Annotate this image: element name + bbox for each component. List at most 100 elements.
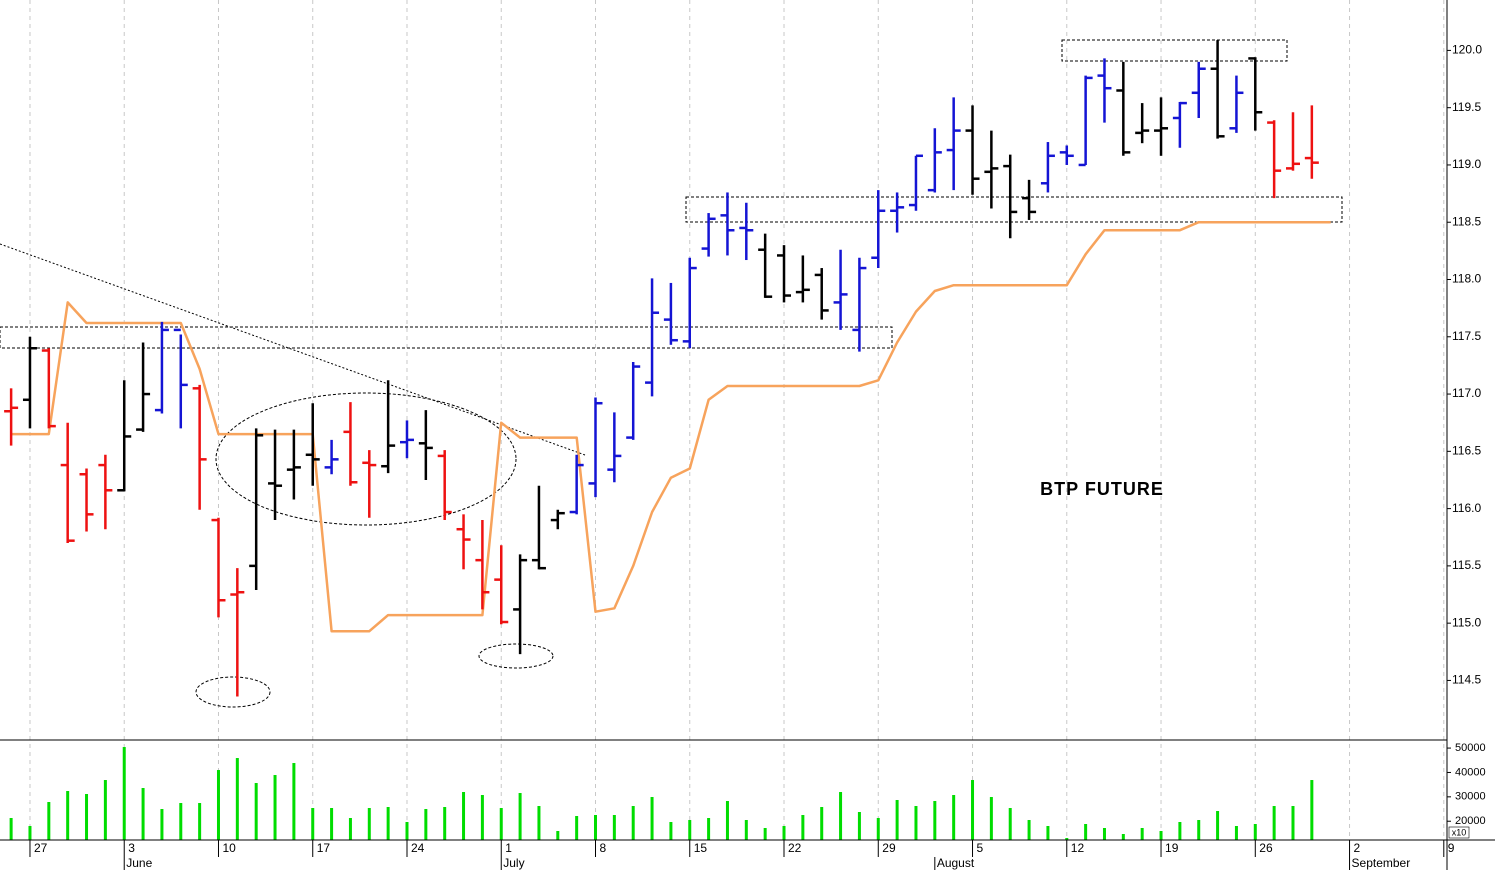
volume-bar: [763, 828, 767, 840]
volume-bar: [47, 802, 51, 840]
x-tick-label: 9: [1448, 841, 1455, 855]
annotations: [0, 39, 1343, 708]
volume-bar: [66, 791, 70, 840]
volume-bar: [1121, 834, 1125, 840]
volume-bar: [443, 807, 447, 840]
volume-bar: [1140, 828, 1144, 840]
month-label: June: [126, 856, 152, 870]
volume-bar: [1008, 808, 1012, 840]
x-tick-label: 12: [1071, 841, 1085, 855]
volume-bar: [952, 795, 956, 840]
volume-bar: [537, 806, 541, 840]
volume-bar: [141, 788, 145, 840]
volume-bar: [1046, 826, 1050, 840]
x-tick-label: 1: [505, 841, 512, 855]
volume-bar: [707, 818, 711, 840]
volume-bar: [1159, 831, 1163, 840]
x-tick-label: 24: [411, 841, 425, 855]
volume-bar: [254, 783, 258, 840]
month-label: September: [1352, 856, 1411, 870]
y-tick-label: 20000: [1455, 815, 1486, 827]
volume-bar: [292, 763, 296, 840]
low-ellipse: [195, 676, 271, 708]
x-tick-label: 3: [128, 841, 135, 855]
volume-bar: [631, 806, 635, 840]
volume-bar: [914, 806, 918, 840]
volume-bar: [839, 792, 843, 840]
y-tick-label: 114.5: [1452, 673, 1481, 687]
volume-bar: [782, 826, 786, 840]
volume-bar: [612, 815, 616, 840]
y-tick-label: 117.5: [1452, 329, 1481, 343]
volume-bar: [1102, 828, 1106, 840]
volume-bar: [216, 770, 220, 840]
volume-bar: [386, 807, 390, 840]
y-tick-label: 40000: [1455, 766, 1486, 778]
y-tick-label: 117.0: [1452, 386, 1481, 400]
stop-line: [11, 220, 1331, 633]
volume-bar: [575, 816, 579, 840]
volume-bar: [857, 812, 861, 840]
support-box: [0, 326, 893, 349]
month-label: August: [937, 856, 975, 870]
y-tick-label: 115.5: [1452, 558, 1481, 572]
pattern-ellipse: [215, 392, 517, 526]
unit-box: [1448, 826, 1470, 839]
y-tick-label: 115.0: [1452, 615, 1481, 629]
volume-bar: [462, 792, 466, 840]
y-tick-label: 50000: [1455, 742, 1486, 754]
month-label: July: [503, 856, 524, 870]
volume-bar: [9, 818, 13, 840]
volume-bar: [594, 815, 598, 840]
support-box: [685, 196, 1343, 223]
volume-bar: [273, 775, 277, 840]
volume-bar: [28, 826, 32, 840]
volume-bar: [103, 780, 107, 840]
x-tick-label: 27: [34, 841, 48, 855]
volume-bar: [311, 808, 315, 840]
y-tick-label: 118.0: [1452, 272, 1481, 286]
volume-bar: [518, 793, 522, 840]
volume-unit: x10: [1452, 827, 1467, 837]
volume-bar: [179, 803, 183, 840]
volume-bar: [650, 797, 654, 840]
volume-bar: [820, 807, 824, 840]
volume-bar: [1234, 826, 1238, 840]
volume-bar: [367, 808, 371, 840]
volume-bar: [556, 831, 560, 840]
y-tick-label: 120.0: [1452, 43, 1482, 57]
volume-bar: [933, 801, 937, 840]
volume-bar: [160, 809, 164, 840]
y-tick-label: 30000: [1455, 791, 1486, 803]
volume-bar: [1197, 820, 1201, 840]
volume-bar: [725, 801, 729, 840]
volume-bar: [895, 800, 899, 840]
volume-bar: [330, 808, 334, 840]
volume-bar: [1027, 820, 1031, 840]
volume-bar: [1291, 806, 1295, 840]
y-tick-label: 119.0: [1452, 157, 1481, 171]
volume-bar: [85, 794, 89, 840]
x-tick-label: 29: [882, 841, 896, 855]
volume-bar: [499, 808, 503, 840]
x-tick-label: 19: [1165, 841, 1179, 855]
volume-bar: [1178, 822, 1182, 840]
volume-bar: [1253, 824, 1257, 840]
volume-bar: [971, 780, 975, 840]
volume-bar: [122, 747, 126, 840]
y-tick-label: 116.5: [1452, 444, 1481, 458]
resistance-box: [1061, 39, 1288, 62]
volume-bar: [480, 795, 484, 840]
x-tick-label: 17: [317, 841, 331, 855]
x-tick-label: 15: [694, 841, 708, 855]
x-tick-label: 2: [1354, 841, 1361, 855]
y-tick-label: 119.5: [1452, 100, 1481, 114]
volume-bar: [348, 818, 352, 840]
volume-bar: [744, 820, 748, 840]
volume-bar: [688, 820, 692, 840]
x-tick-label: 26: [1259, 841, 1273, 855]
x-tick-label: 10: [222, 841, 236, 855]
y-tick-label: 118.5: [1452, 214, 1481, 228]
